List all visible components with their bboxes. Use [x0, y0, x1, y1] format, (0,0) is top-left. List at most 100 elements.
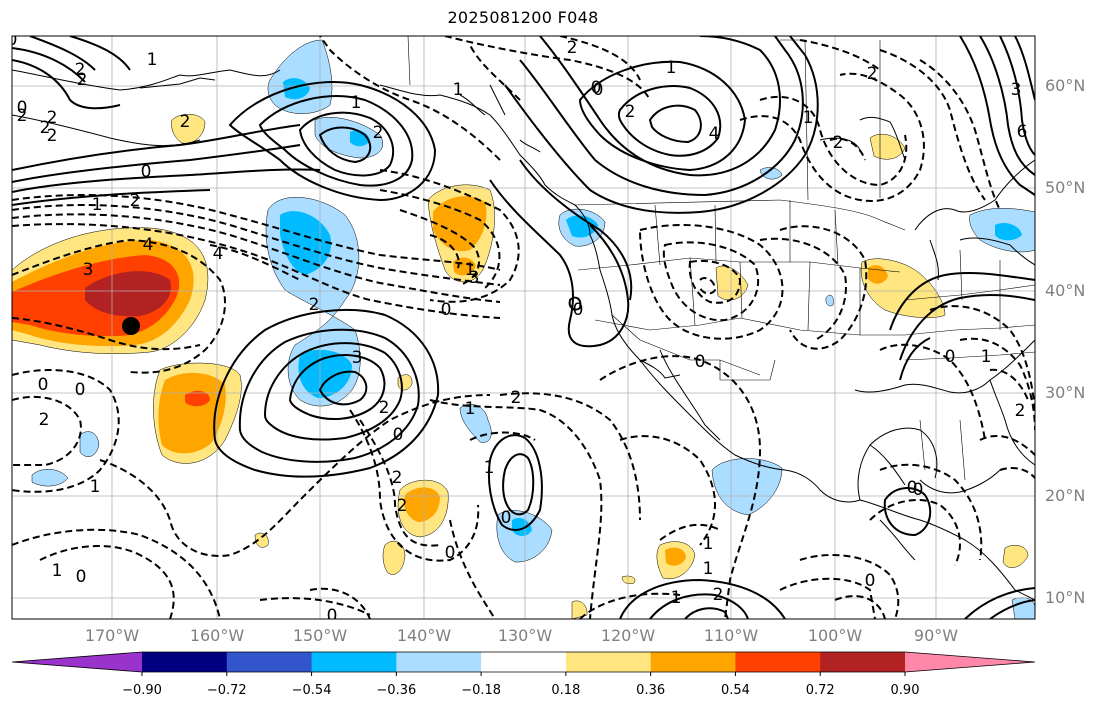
colorbar-tick-label: −0.72	[206, 683, 247, 698]
colorbar-tick-label: 0.72	[805, 683, 835, 698]
contour-label: 0	[445, 543, 456, 563]
contour-label: 3	[352, 348, 363, 368]
contour-label: 2	[1015, 401, 1026, 421]
contour-label: 2	[392, 468, 403, 488]
contour-label: 1	[465, 399, 476, 419]
colorbar-tick-label: −0.90	[122, 683, 162, 698]
contour-label: 0	[38, 375, 49, 395]
contour-label: 0	[945, 347, 956, 367]
contour-label: 2	[567, 38, 578, 58]
lat-label: 50°N	[1045, 178, 1086, 197]
contour-label: 1	[147, 50, 158, 70]
map-title: 2025081200 F048	[447, 8, 599, 27]
contour-label: 2	[867, 64, 878, 84]
contours-negative	[12, 36, 1035, 619]
lat-label: 30°N	[1045, 383, 1086, 402]
lon-label: 120°W	[600, 626, 656, 645]
contour-label: 0	[573, 300, 584, 320]
contour-label: 2	[130, 191, 141, 211]
contour-label: 2	[397, 496, 408, 516]
contour-label: 0	[593, 80, 604, 100]
contour-label: 2	[625, 102, 636, 122]
lon-label: 150°W	[292, 626, 348, 645]
contour-label: 0	[17, 98, 28, 118]
contour-label: 2	[75, 60, 86, 80]
contour-label: 2	[373, 123, 384, 143]
colorbar	[11, 651, 1036, 676]
colorbar-extend-high	[905, 652, 1035, 672]
colorbar-segment	[650, 652, 736, 672]
contour-label: 3	[83, 260, 94, 280]
colorbar-segment	[311, 652, 397, 672]
contour-label: 4	[213, 244, 224, 264]
contour-label: 0	[907, 478, 918, 498]
contour-label: 1	[703, 534, 714, 554]
contour-label: 4	[709, 124, 720, 144]
contour-label: 2	[180, 112, 191, 132]
contour-label: 1	[465, 260, 476, 280]
colorbar-segment	[565, 652, 652, 672]
lat-label: 60°N	[1045, 76, 1086, 95]
lon-label: 160°W	[189, 626, 245, 645]
colorbar-tick-label: 0.18	[551, 683, 581, 698]
colorbar-tick-label: −0.36	[376, 683, 417, 698]
lon-label: 110°W	[703, 626, 759, 645]
contour-label: 2	[39, 410, 50, 430]
colorbar-tick-label: 0.90	[890, 683, 920, 698]
contour-label: 0	[865, 571, 876, 591]
borders	[407, 36, 1035, 481]
contour-label: 0	[501, 508, 512, 528]
station-dot	[122, 317, 140, 335]
contour-label: 2	[47, 108, 58, 128]
contour-label: 4	[143, 235, 154, 255]
contour-label: 0	[75, 380, 86, 400]
lon-label: 130°W	[497, 626, 553, 645]
colorbar-segment	[142, 652, 228, 672]
contour-label: 1	[803, 108, 814, 128]
contour-label: 0	[327, 606, 338, 626]
contour-label: 3	[1011, 80, 1022, 100]
shading-negative	[31, 39, 1035, 619]
contour-label: 0	[695, 352, 706, 372]
map-frame	[11, 35, 1036, 620]
colorbar-segment	[396, 652, 482, 672]
colorbar-tick-label: 0.36	[636, 683, 666, 698]
contour-label: 2	[511, 388, 522, 408]
contour-label: 1	[981, 347, 992, 367]
lon-label: 100°W	[807, 626, 863, 645]
contour-label: 0	[7, 30, 18, 50]
contour-label: 2	[17, 106, 28, 126]
contour-label: 3	[469, 268, 480, 288]
lat-label: 10°N	[1045, 588, 1086, 607]
colorbar-tick-label: −0.54	[291, 683, 332, 698]
contour-label: 0	[141, 162, 152, 182]
contour-label: 2	[40, 118, 51, 138]
contour-label: 0	[591, 78, 602, 98]
contour-label: 2	[379, 398, 390, 418]
lat-label: 20°N	[1045, 486, 1086, 505]
colorbar-segment	[735, 652, 821, 672]
contour-label: 0	[441, 300, 452, 320]
contour-label: 1	[484, 458, 495, 478]
lat-label: 40°N	[1045, 281, 1086, 300]
colorbar-segment	[481, 652, 567, 672]
colorbar-tick-label: −0.18	[461, 683, 502, 698]
contour-label: 1	[90, 477, 101, 497]
contour-label: 0	[913, 480, 924, 500]
contour-label: 1	[453, 80, 464, 100]
contour-label: 1	[52, 561, 63, 581]
contour-label: 2	[47, 126, 58, 146]
contour-label: 6	[1017, 122, 1028, 142]
contour-label: 1	[671, 588, 682, 608]
colorbar-tick-label: 0.54	[720, 683, 750, 698]
contour-label: 2	[309, 295, 320, 315]
lon-label: 90°W	[913, 626, 959, 645]
colorbar-extend-low	[12, 652, 142, 672]
contour-label: 1	[666, 58, 677, 78]
lon-label: 170°W	[84, 626, 140, 645]
contour-label: 0	[76, 567, 87, 587]
colorbar-segment	[820, 652, 906, 672]
contour-label: 2	[77, 70, 88, 90]
contour-label: 0	[393, 425, 404, 445]
